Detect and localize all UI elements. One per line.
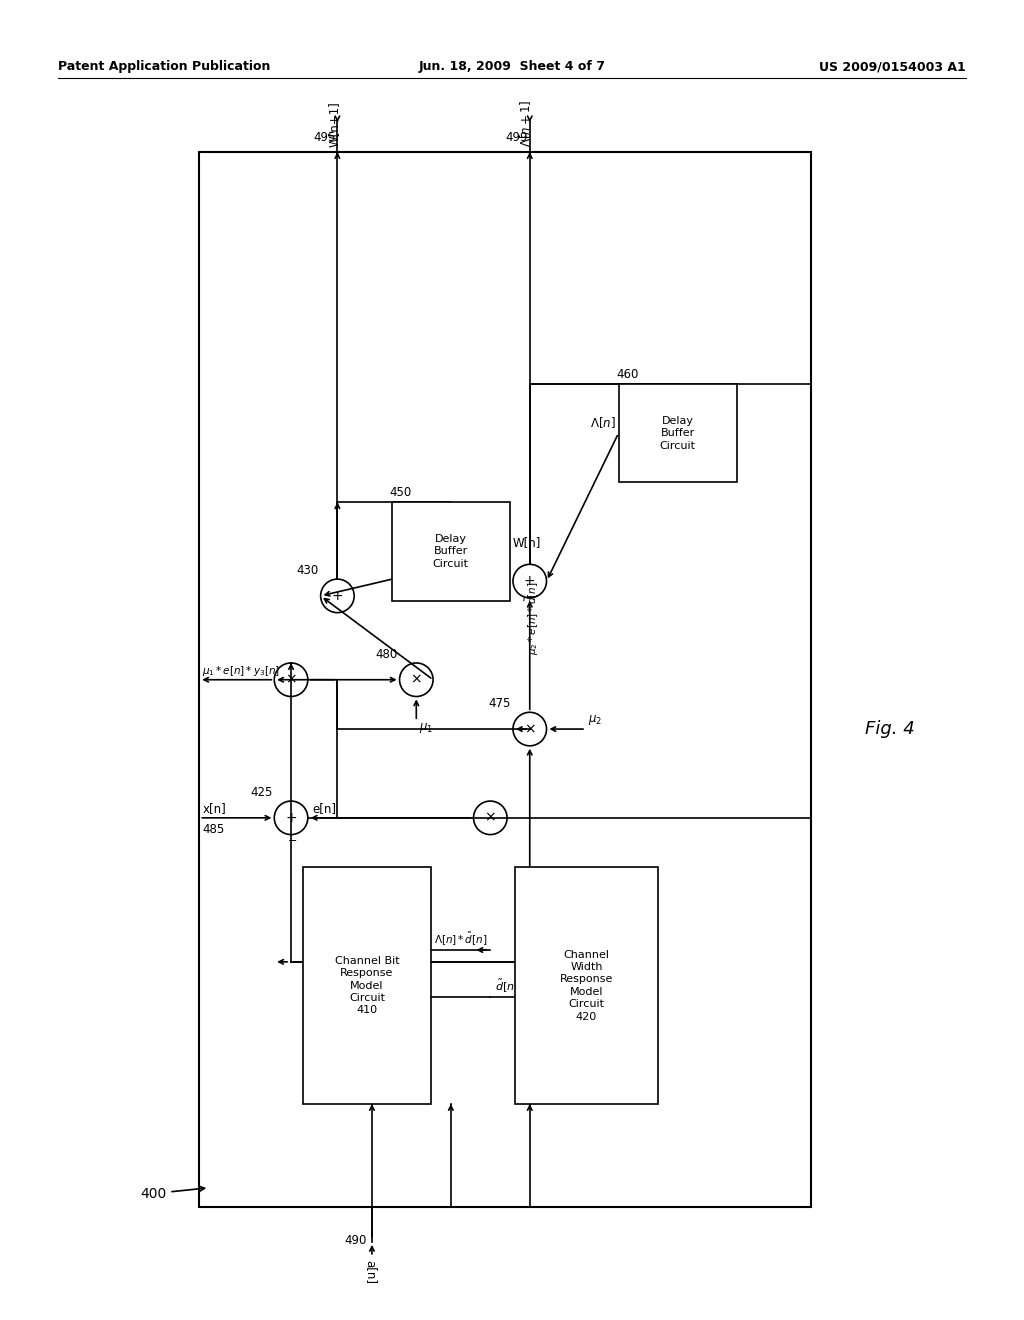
Text: −: − xyxy=(289,836,298,846)
Bar xyxy=(303,867,431,1104)
Text: +: + xyxy=(286,810,297,825)
Text: ×: × xyxy=(484,810,496,825)
Text: 425: 425 xyxy=(250,787,272,799)
Text: $\tilde{d}[n]$: $\tilde{d}[n]$ xyxy=(496,978,519,994)
Text: ×: × xyxy=(411,673,422,686)
Text: $\Lambda[n]$: $\Lambda[n]$ xyxy=(590,416,615,430)
Text: $\mu_1$: $\mu_1$ xyxy=(419,721,433,735)
Text: 400: 400 xyxy=(140,1187,205,1201)
Text: 490: 490 xyxy=(345,1233,367,1246)
Text: 435: 435 xyxy=(488,549,511,562)
Text: Jun. 18, 2009  Sheet 4 of 7: Jun. 18, 2009 Sheet 4 of 7 xyxy=(419,61,605,73)
Text: W[n+1]: W[n+1] xyxy=(328,102,340,147)
Text: e[n]: e[n] xyxy=(312,801,337,814)
Text: ×: × xyxy=(524,722,536,737)
Bar xyxy=(515,867,658,1104)
Text: a[n]: a[n] xyxy=(364,1259,377,1284)
Text: Delay
Buffer
Circuit: Delay Buffer Circuit xyxy=(659,416,695,450)
Text: 495: 495 xyxy=(313,131,336,144)
Bar xyxy=(618,384,737,482)
Text: 485: 485 xyxy=(203,822,224,836)
Text: x[n]: x[n] xyxy=(203,801,226,814)
Text: $\Lambda[n+1]$: $\Lambda[n+1]$ xyxy=(518,99,532,147)
Text: $\mu_2$: $\mu_2$ xyxy=(588,713,602,727)
Text: $\mu_1*e[n]*y_3[n]$: $\mu_1*e[n]*y_3[n]$ xyxy=(203,664,281,677)
Text: $\mu_2*e[n]*\tilde{d}[n]$: $\mu_2*e[n]*\tilde{d}[n]$ xyxy=(524,581,542,655)
Text: Channel Bit
Response
Model
Circuit
410: Channel Bit Response Model Circuit 410 xyxy=(335,956,399,1015)
Bar xyxy=(391,502,510,601)
Text: $\Lambda[n]*\tilde{d}[n]$: $\Lambda[n]*\tilde{d}[n]$ xyxy=(434,931,487,946)
Text: 480: 480 xyxy=(376,648,397,661)
Text: Channel
Width
Response
Model
Circuit
420: Channel Width Response Model Circuit 420 xyxy=(560,949,613,1022)
Text: 430: 430 xyxy=(296,564,318,577)
Bar xyxy=(200,152,811,1208)
Text: Fig. 4: Fig. 4 xyxy=(865,719,914,738)
Text: ×: × xyxy=(286,673,297,686)
Text: 475: 475 xyxy=(488,697,511,710)
Text: 460: 460 xyxy=(616,368,639,381)
Text: Delay
Buffer
Circuit: Delay Buffer Circuit xyxy=(433,535,469,569)
Text: 450: 450 xyxy=(390,486,412,499)
Text: US 2009/0154003 A1: US 2009/0154003 A1 xyxy=(819,61,966,73)
Text: +: + xyxy=(332,589,343,603)
Text: $y_3[n]$: $y_3[n]$ xyxy=(518,942,549,958)
Text: 499: 499 xyxy=(505,131,527,144)
Text: W[n]: W[n] xyxy=(513,536,542,549)
Text: +: + xyxy=(524,574,536,589)
Text: Patent Application Publication: Patent Application Publication xyxy=(58,61,270,73)
